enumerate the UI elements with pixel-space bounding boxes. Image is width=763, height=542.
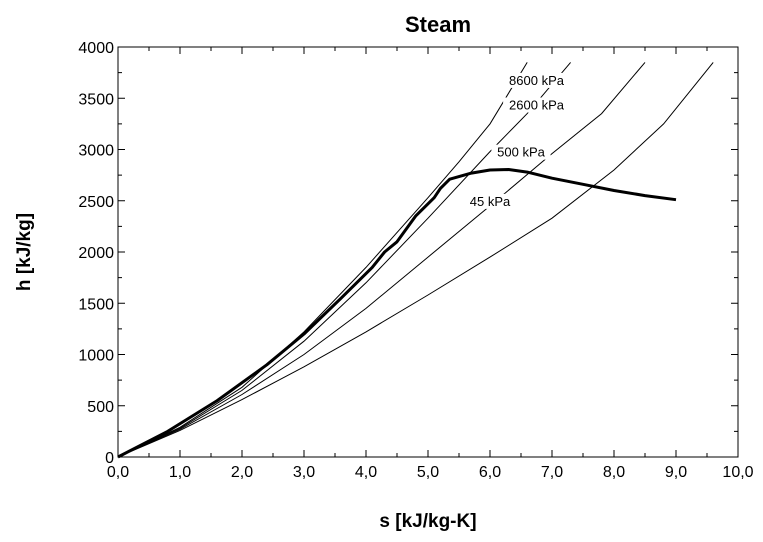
isobar-label-bg xyxy=(491,144,551,160)
isobar-label-bg xyxy=(464,193,516,209)
x-axis-ticks: 0,0 1,0 2,0 3,0 4,0 5,0 6,0 7,0 8,0 9,0 10,0 xyxy=(107,47,754,481)
y-axis-label: h [kJ/kg] xyxy=(14,213,35,291)
x-tick-label: 5,0 xyxy=(417,464,439,481)
isobar-label: 45 kPa xyxy=(470,194,511,209)
isobar-labels: 8600 kPa 2600 kPa 500 kPa 45 kPa xyxy=(464,72,570,209)
y-tick-label: 500 xyxy=(87,399,114,416)
series-layer xyxy=(117,62,714,458)
saturation-dome-line xyxy=(117,168,677,459)
isobar-label-bg xyxy=(503,97,570,113)
y-tick-label: 1000 xyxy=(78,348,114,365)
y-tick-label: 1500 xyxy=(78,296,114,313)
x-tick-label: 2,0 xyxy=(231,464,253,481)
y-tick-label: 3500 xyxy=(78,91,114,108)
y-axis-ticks: 0 500 1000 1500 2000 2500 3000 3500 4000 xyxy=(78,40,738,467)
isobar-label: 500 kPa xyxy=(497,145,545,160)
saturation-dome-layer xyxy=(117,168,677,459)
x-tick-label: 7,0 xyxy=(541,464,563,481)
y-tick-label: 2500 xyxy=(78,194,114,211)
y-tick-label: 3000 xyxy=(78,143,114,160)
isobar-label-bg xyxy=(503,72,570,88)
x-tick-label: 0,0 xyxy=(107,464,129,481)
y-tick-label: 4000 xyxy=(78,40,114,57)
y-tick-label: 0 xyxy=(105,450,114,467)
isobar-label: 2600 kPa xyxy=(509,98,565,113)
isobar-line xyxy=(117,62,714,458)
x-tick-label: 8,0 xyxy=(603,464,625,481)
x-axis-label: s [kJ/kg-K] xyxy=(379,511,476,532)
isobar-label: 8600 kPa xyxy=(509,73,565,88)
x-tick-label: 6,0 xyxy=(479,464,501,481)
isobar-line xyxy=(117,62,646,458)
isobar-line xyxy=(117,62,571,458)
isobar-line xyxy=(117,62,528,458)
x-tick-label: 1,0 xyxy=(169,464,191,481)
x-tick-label: 4,0 xyxy=(355,464,377,481)
y-tick-label: 2000 xyxy=(78,245,114,262)
chart-title: Steam xyxy=(405,12,471,37)
plot-frame xyxy=(117,46,739,458)
x-tick-label: 10,0 xyxy=(722,464,753,481)
x-tick-label: 3,0 xyxy=(293,464,315,481)
x-tick-label: 9,0 xyxy=(665,464,687,481)
